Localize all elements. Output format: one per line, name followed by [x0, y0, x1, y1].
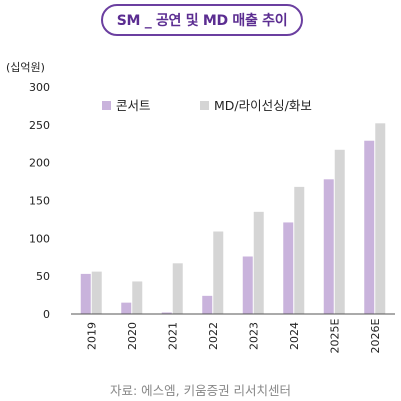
bar-md-2025E: [334, 149, 345, 314]
bar-concert-2021: [161, 312, 172, 314]
bar-md-2020: [132, 281, 143, 314]
y-tick-label: 50: [36, 270, 50, 283]
legend-swatch-md: [200, 101, 209, 110]
x-tick-label: 2023: [247, 322, 260, 350]
bar-concert-2020: [121, 302, 132, 314]
legend: 콘서트 MD/라이선싱/화보: [102, 98, 312, 113]
bar-concert-2019: [80, 273, 91, 314]
x-tick-label: 2024: [288, 322, 301, 350]
legend-label-concert: 콘서트: [116, 98, 151, 113]
bar-concert-2023: [242, 256, 253, 314]
bar-concert-2024: [283, 222, 294, 314]
legend-label-md: MD/라이선싱/화보: [214, 98, 312, 113]
x-tick-label: 2022: [207, 322, 220, 350]
legend-swatch-concert: [102, 101, 111, 110]
source-note: 자료: 에스엠, 키움증권 리서치센터: [109, 383, 292, 398]
x-axis-ticks: 2019 2020 2021 2022 2023 2024 2025E 2026E: [85, 318, 382, 353]
x-tick-label: 2019: [85, 322, 98, 350]
y-axis-ticks: 0 50 100 150 200 250 300: [29, 81, 50, 321]
y-tick-label: 150: [29, 195, 50, 208]
y-axis-label: (십억원): [6, 61, 45, 74]
x-tick-label: 2020: [126, 322, 139, 350]
bar-md-2022: [213, 231, 224, 314]
y-tick-label: 200: [29, 157, 50, 170]
bar-md-2024: [294, 186, 305, 314]
bar-concert-2022: [202, 295, 213, 314]
x-tick-label: 2021: [166, 322, 179, 350]
x-tick-label: 2026E: [369, 318, 382, 353]
bar-md-2023: [253, 211, 264, 314]
bars-group: [80, 123, 386, 314]
bar-md-2021: [172, 263, 183, 314]
bar-concert-2025E: [323, 179, 334, 314]
y-tick-label: 0: [43, 308, 50, 321]
bar-md-2026E: [375, 123, 386, 314]
y-tick-label: 300: [29, 81, 50, 94]
bar-concert-2026E: [364, 140, 375, 314]
bar-md-2019: [91, 271, 102, 314]
x-tick-label: 2025E: [328, 318, 341, 353]
y-tick-label: 250: [29, 119, 50, 132]
y-tick-label: 100: [29, 232, 50, 245]
chart-title: SM _ 공연 및 MD 매출 추이: [101, 4, 303, 36]
